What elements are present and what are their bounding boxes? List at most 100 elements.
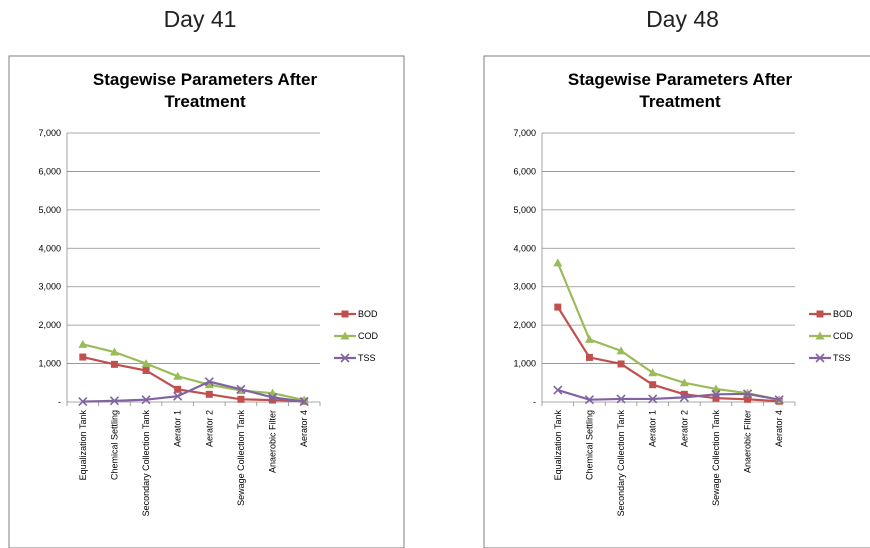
data-point-tss (679, 392, 689, 402)
x-tick-label: Anaerobic Filter (268, 410, 278, 473)
data-point-cod (204, 380, 214, 389)
legend-label: COD (358, 331, 379, 341)
data-point-tss (299, 397, 309, 407)
x-tick-label: Aerator 4 (774, 410, 784, 447)
y-tick-label: - (533, 397, 536, 407)
data-point-bod (649, 381, 657, 389)
data-point-bod (585, 353, 593, 361)
data-point-bod (79, 353, 87, 361)
data-point-cod (109, 347, 119, 356)
data-point-tss (236, 384, 246, 394)
y-tick-label: 1,000 (38, 359, 61, 369)
data-point-tss (742, 389, 753, 399)
x-tick-label: Chemical Settling (109, 410, 119, 480)
data-point-cod (584, 334, 594, 343)
x-tick-label: Sewage Collection Tank (236, 410, 246, 506)
data-point-cod (679, 378, 689, 387)
data-point-cod (173, 371, 183, 380)
x-tick-label: Sewage Collection Tank (711, 410, 721, 506)
legend-label: BOD (358, 309, 378, 319)
y-tick-label: 4,000 (513, 243, 536, 253)
y-tick-label: 2,000 (38, 320, 61, 330)
series-line-bod (82, 355, 305, 403)
legend-label: BOD (833, 309, 853, 319)
y-tick-label: 3,000 (513, 282, 536, 292)
legend-label: COD (833, 331, 854, 341)
y-tick-label: 6,000 (38, 166, 61, 176)
data-point-tss (109, 396, 120, 406)
chart-panel-day-48: Day 48 Stagewise Parameters After Treatme… (475, 0, 870, 548)
x-tick-label: Secondary Collection Tank (616, 410, 626, 517)
chart-title: Treatment (639, 92, 721, 111)
series-line-tss (557, 389, 780, 401)
day-label: Day 48 (646, 6, 719, 32)
data-point-cod (711, 384, 721, 393)
chart-title: Stagewise Parameters After (568, 70, 793, 89)
data-point-tss (584, 395, 595, 405)
data-point-tss (648, 394, 658, 404)
legend-marker (340, 331, 350, 340)
legend-marker (815, 353, 825, 363)
legend-label: TSS (358, 353, 376, 363)
y-tick-label: 7,000 (513, 128, 536, 138)
data-point-cod (616, 346, 626, 355)
y-tick-label: 5,000 (513, 205, 536, 215)
legend-marker (340, 353, 350, 363)
chart-area (8, 55, 405, 548)
chart-title: Treatment (164, 92, 246, 111)
data-point-cod (141, 359, 151, 368)
data-point-bod (712, 394, 720, 402)
data-point-bod (680, 390, 688, 398)
x-tick-label: Equalization Tank (78, 410, 88, 481)
data-point-bod (554, 303, 562, 311)
series-line-cod (82, 343, 305, 402)
legend-marker (341, 310, 349, 318)
data-point-cod (648, 368, 658, 377)
y-tick-label: 7,000 (38, 128, 61, 138)
data-point-bod (174, 385, 182, 393)
data-point-bod (142, 366, 150, 374)
y-tick-label: 4,000 (38, 243, 61, 253)
legend-marker (815, 331, 825, 340)
x-tick-label: Aerator 2 (204, 410, 214, 447)
data-point-tss (616, 394, 626, 404)
chart-title: Stagewise Parameters After (93, 70, 318, 89)
data-point-tss (267, 392, 278, 402)
y-tick-label: - (58, 397, 61, 407)
y-tick-label: 2,000 (513, 320, 536, 330)
x-tick-label: Aerator 4 (299, 410, 309, 447)
x-tick-label: Equalization Tank (553, 410, 563, 481)
data-point-bod (205, 390, 213, 398)
series-line-tss (82, 380, 305, 403)
data-point-cod (553, 258, 563, 267)
day-label: Day 41 (163, 6, 237, 32)
x-tick-label: Anaerobic Filter (743, 410, 753, 473)
data-point-cod (78, 339, 88, 348)
data-point-tss (774, 395, 784, 405)
data-point-tss (711, 389, 721, 399)
legend-label: TSS (833, 353, 851, 363)
data-point-tss (141, 395, 151, 405)
legend-marker (816, 310, 824, 318)
x-tick-label: Chemical Settling (584, 410, 594, 480)
data-point-tss (173, 391, 183, 401)
y-tick-label: 1,000 (513, 359, 536, 369)
data-point-tss (553, 385, 563, 395)
x-tick-label: Aerator 1 (648, 410, 658, 447)
y-tick-label: 3,000 (38, 282, 61, 292)
x-tick-label: Aerator 1 (173, 410, 183, 447)
data-point-tss (78, 397, 88, 407)
line-chart-day-48: Stagewise Parameters After Treatment - 1,00… (483, 55, 870, 548)
line-chart-day-41: Stagewise Parameters After Treatment - 1,00… (8, 55, 405, 548)
data-point-bod (110, 360, 118, 368)
data-point-bod (744, 395, 752, 403)
chart-panel-day-41: Day 41 Stagewise Parameters After Treatme… (0, 0, 420, 548)
series-line-bod (556, 306, 780, 403)
data-point-bod (237, 395, 245, 403)
y-tick-label: 6,000 (513, 166, 536, 176)
y-tick-label: 5,000 (38, 205, 61, 215)
x-tick-label: Secondary Collection Tank (141, 410, 151, 517)
data-point-bod (617, 360, 625, 368)
data-point-tss (204, 377, 214, 387)
chart-area (483, 55, 870, 548)
